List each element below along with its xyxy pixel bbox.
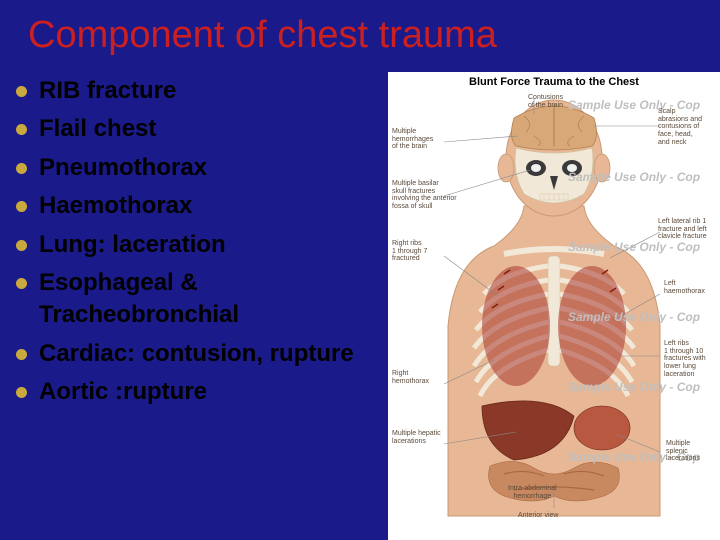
bullet-item: Aortic :rupture	[16, 376, 380, 408]
watermark-text: Sample Use Only - Cop	[568, 170, 700, 184]
anatomy-label: Right ribs1 through 7fractured	[392, 240, 427, 263]
anatomy-label: Contusionsof the brain	[528, 94, 563, 109]
bullet-text: Pneumothorax	[39, 152, 207, 184]
bullet-icon	[16, 240, 27, 251]
bullet-item: Haemothorax	[16, 190, 380, 222]
bullet-text: Aortic :rupture	[39, 376, 207, 408]
bullet-text: Esophageal & Tracheobronchial	[39, 267, 380, 332]
page-title: Component of chest trauma	[0, 0, 720, 57]
bullet-icon	[16, 349, 27, 360]
anatomy-label: Righthemothorax	[392, 370, 429, 385]
anatomy-label: Multiplespleniclacerations	[666, 440, 700, 463]
anatomy-label: Left lateral rib 1fracture and leftclavi…	[658, 218, 707, 241]
bullet-icon	[16, 124, 27, 135]
anatomy-label: Lefthaemothorax	[664, 280, 705, 295]
illustration-header: Blunt Force Trauma to the Chest	[388, 72, 720, 90]
bullet-text: Lung: laceration	[39, 229, 226, 261]
anatomy-label: Scalpabrasions andcontusions offace, hea…	[658, 108, 702, 146]
anatomy-label: Multiple basilarskull fracturesinvolving…	[392, 180, 457, 211]
anatomy-label: Multiplehemorrhagesof the brain	[392, 128, 433, 151]
bullet-icon	[16, 163, 27, 174]
anatomy-label: Left ribs1 through 10fractures withlower…	[664, 340, 706, 378]
bullet-item: Cardiac: contusion, rupture	[16, 338, 380, 370]
bullet-item: RIB fracture	[16, 75, 380, 107]
bullet-text: Cardiac: contusion, rupture	[39, 338, 354, 370]
bullet-item: Flail chest	[16, 113, 380, 145]
bullet-icon	[16, 86, 27, 97]
bullet-item: Pneumothorax	[16, 152, 380, 184]
bullet-icon	[16, 387, 27, 398]
bullet-icon	[16, 201, 27, 212]
anatomy-label: Multiple hepaticlacerations	[392, 430, 441, 445]
illustration-body: Sample Use Only - Cop Sample Use Only - …	[388, 90, 720, 530]
anatomy-illustration: Blunt Force Trauma to the Chest	[388, 72, 720, 540]
bullet-text: RIB fracture	[39, 75, 176, 107]
watermark-text: Sample Use Only - Cop	[568, 380, 700, 394]
bullet-text: Flail chest	[39, 113, 156, 145]
bullet-icon	[16, 278, 27, 289]
bullet-item: Lung: laceration	[16, 229, 380, 261]
bullet-list: RIB fracture Flail chest Pneumothorax Ha…	[0, 75, 380, 415]
anatomy-label: Anterior view	[518, 512, 558, 520]
watermark-text: Sample Use Only - Cop	[568, 310, 700, 324]
bullet-item: Esophageal & Tracheobronchial	[16, 267, 380, 332]
watermark-text: Sample Use Only - Cop	[568, 240, 700, 254]
bullet-text: Haemothorax	[39, 190, 192, 222]
anatomy-label: Intra-abdominalhemorrhage	[508, 485, 557, 500]
